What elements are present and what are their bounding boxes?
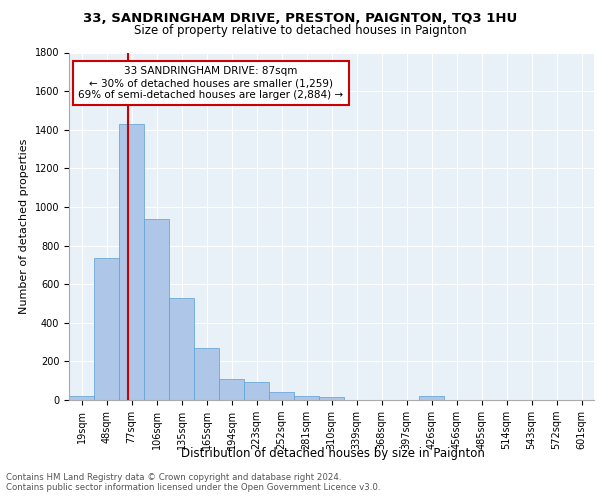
Text: 33, SANDRINGHAM DRIVE, PRESTON, PAIGNTON, TQ3 1HU: 33, SANDRINGHAM DRIVE, PRESTON, PAIGNTON… xyxy=(83,12,517,26)
Text: Contains HM Land Registry data © Crown copyright and database right 2024.
Contai: Contains HM Land Registry data © Crown c… xyxy=(6,472,380,492)
Bar xyxy=(219,379,244,400)
Bar xyxy=(294,396,319,400)
Bar xyxy=(144,220,169,400)
Bar xyxy=(69,396,94,400)
Bar xyxy=(319,398,344,400)
Bar xyxy=(169,298,194,400)
Text: Distribution of detached houses by size in Paignton: Distribution of detached houses by size … xyxy=(181,448,485,460)
Y-axis label: Number of detached properties: Number of detached properties xyxy=(19,138,29,314)
Bar xyxy=(269,392,294,400)
Text: Size of property relative to detached houses in Paignton: Size of property relative to detached ho… xyxy=(134,24,466,37)
Text: 33 SANDRINGHAM DRIVE: 87sqm
← 30% of detached houses are smaller (1,259)
69% of : 33 SANDRINGHAM DRIVE: 87sqm ← 30% of det… xyxy=(78,66,343,100)
Bar xyxy=(194,348,219,400)
Bar xyxy=(94,258,119,400)
Bar xyxy=(419,396,444,400)
Bar xyxy=(244,382,269,400)
Bar xyxy=(119,124,144,400)
